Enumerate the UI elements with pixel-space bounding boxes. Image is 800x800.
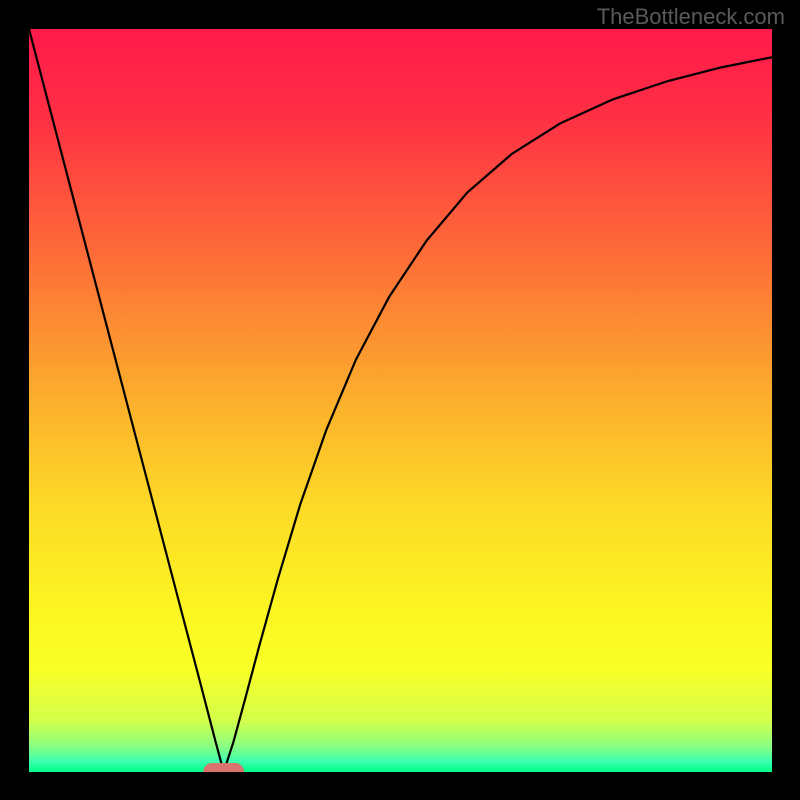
optimal-marker	[203, 763, 244, 772]
plot-area	[29, 29, 772, 772]
watermark-text: TheBottleneck.com	[597, 4, 785, 30]
chart-container: TheBottleneck.com	[0, 0, 800, 800]
gradient-background	[29, 29, 772, 772]
chart-svg	[29, 29, 772, 772]
